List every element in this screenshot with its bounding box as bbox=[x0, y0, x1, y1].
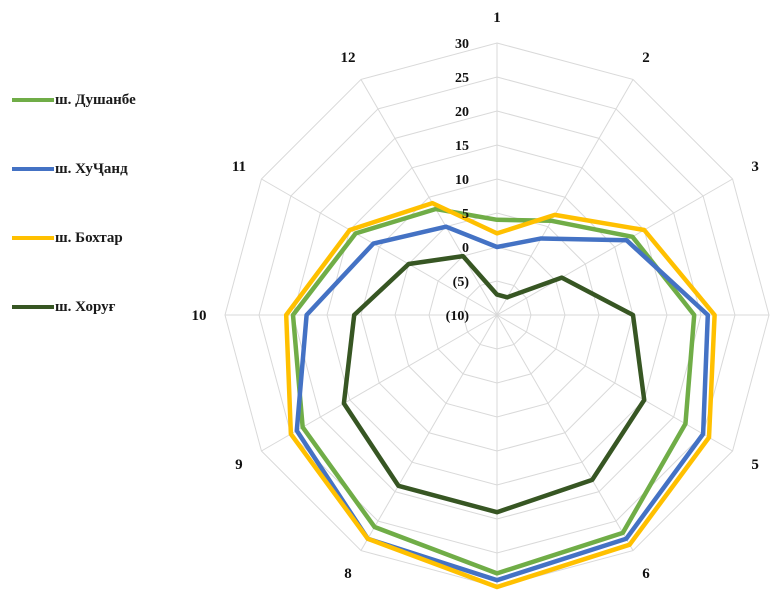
legend-label: ш. Хоруғ bbox=[55, 298, 116, 315]
category-label: 3 bbox=[751, 159, 759, 175]
radar-grid bbox=[224, 42, 770, 588]
tick-label: 0 bbox=[462, 241, 469, 256]
tick-label: 10 bbox=[455, 173, 469, 188]
legend-swatch bbox=[12, 236, 54, 240]
category-label: 8 bbox=[344, 566, 352, 582]
grid-spoke bbox=[261, 314, 498, 452]
grid-spoke bbox=[496, 79, 634, 316]
series-line bbox=[290, 206, 697, 576]
tick-label: 15 bbox=[455, 139, 469, 154]
category-label: 1 bbox=[493, 10, 501, 26]
tick-label: (10) bbox=[446, 309, 470, 324]
category-label: 5 bbox=[751, 457, 759, 473]
legend-item: ш. Хоруғ bbox=[12, 295, 202, 319]
tick-label: 5 bbox=[462, 207, 469, 222]
radar-series bbox=[283, 200, 717, 590]
grid-spoke bbox=[261, 178, 498, 316]
category-label: 2 bbox=[642, 50, 650, 66]
grid-spoke bbox=[496, 314, 634, 551]
legend-swatch bbox=[12, 98, 54, 102]
legend-label: ш. Душанбе bbox=[55, 91, 136, 108]
grid-spoke bbox=[496, 178, 733, 316]
category-label: 10 bbox=[192, 308, 207, 324]
tick-label: (5) bbox=[453, 275, 470, 290]
legend-label: ш. ХуҶанд bbox=[55, 160, 128, 177]
legend-item: ш. Бохтар bbox=[12, 226, 202, 250]
legend-swatch bbox=[12, 305, 54, 309]
category-label: 12 bbox=[341, 50, 356, 66]
legend-swatch bbox=[12, 167, 54, 171]
legend-item: ш. Душанбе bbox=[12, 88, 202, 112]
tick-label: 25 bbox=[455, 71, 469, 86]
series-line bbox=[294, 224, 711, 583]
radial-tick-labels: 30 25 20 15 10 5 0 (5) (10) bbox=[446, 37, 470, 324]
grid-spoke bbox=[360, 79, 498, 316]
series-line bbox=[283, 200, 717, 590]
tick-label: 30 bbox=[455, 37, 469, 52]
category-label: 11 bbox=[232, 159, 246, 175]
category-label: 6 bbox=[642, 566, 650, 582]
series-line bbox=[341, 253, 647, 515]
grid-spoke bbox=[360, 314, 498, 551]
legend: ш. Душанбе ш. ХуҶанд ш. Бохтар ш. Хоруғ bbox=[12, 88, 202, 364]
tick-label: 20 bbox=[455, 105, 469, 120]
legend-label: ш. Бохтар bbox=[55, 229, 123, 246]
legend-item: ш. ХуҶанд bbox=[12, 157, 202, 181]
category-label: 9 bbox=[235, 457, 243, 473]
grid-spoke bbox=[496, 314, 733, 452]
category-labels: 123456789101112 bbox=[192, 10, 759, 582]
